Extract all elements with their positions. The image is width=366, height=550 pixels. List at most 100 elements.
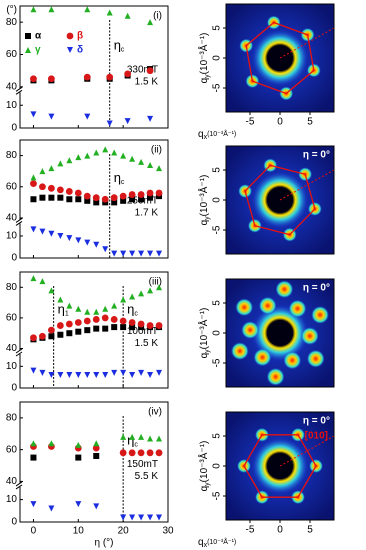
- axis-break: [15, 86, 23, 95]
- marker: [75, 196, 82, 203]
- marker: [84, 327, 91, 334]
- marker: [147, 194, 154, 201]
- marker: [146, 189, 154, 197]
- marker: [56, 322, 64, 329]
- marker: [39, 332, 46, 340]
- y-tick-label: -5: [212, 491, 223, 500]
- marker: [129, 155, 136, 162]
- x-tick-label: -5: [246, 525, 255, 536]
- marker: [128, 449, 136, 457]
- y-tick-label: 80: [6, 282, 18, 293]
- marker: [102, 325, 109, 332]
- marker: [147, 372, 154, 379]
- marker: [156, 284, 163, 291]
- marker: [57, 331, 64, 338]
- marker: [129, 324, 136, 331]
- marker: [119, 449, 127, 457]
- marker: [146, 449, 154, 457]
- x-axis-label: η (°): [95, 538, 114, 549]
- marker: [75, 305, 82, 312]
- legend-marker: [25, 33, 31, 39]
- marker: [75, 154, 82, 161]
- marker: [102, 372, 109, 379]
- marker: [39, 194, 46, 201]
- panel-label: (iii): [149, 277, 162, 288]
- marker: [146, 67, 154, 75]
- marker: [156, 435, 163, 442]
- marker: [156, 514, 163, 521]
- axis-break-gap: [18, 219, 23, 224]
- bragg-spot: [241, 321, 260, 340]
- marker: [57, 194, 64, 201]
- marker: [147, 514, 154, 521]
- transition-subscript: c: [121, 179, 125, 186]
- marker: [30, 454, 37, 461]
- marker: [102, 305, 109, 312]
- transition-symbol: η: [127, 433, 134, 448]
- marker: [39, 168, 46, 175]
- marker: [106, 73, 114, 81]
- y-tick-label: 40: [6, 343, 18, 354]
- unit-cell: [243, 434, 317, 498]
- bragg-spot: [300, 326, 319, 345]
- marker: [65, 320, 73, 328]
- marker: [93, 325, 100, 332]
- marker: [48, 194, 55, 201]
- marker: [129, 293, 136, 300]
- bragg-spot: [283, 351, 302, 370]
- marker: [111, 324, 118, 331]
- marker: [48, 287, 55, 294]
- marker: [138, 514, 145, 521]
- map-title: η = 0°: [303, 150, 330, 161]
- q-axis-label: qy(10⁻³Å⁻¹): [197, 33, 211, 84]
- map-title: η = 0°: [303, 416, 330, 427]
- marker: [75, 328, 82, 335]
- marker: [39, 278, 46, 285]
- marker: [92, 316, 100, 323]
- q-axis-label: qy(10⁻³Å⁻¹): [197, 308, 211, 359]
- marker: [84, 197, 91, 204]
- marker: [111, 250, 118, 257]
- marker: [124, 118, 131, 125]
- marker: [124, 12, 131, 19]
- bragg-spot: [306, 349, 325, 368]
- marker: [93, 440, 100, 447]
- y-tick-label: 5: [212, 167, 223, 173]
- plot-frame: [19, 5, 169, 129]
- q-subscript: x: [204, 134, 208, 141]
- x-tick-label: 0: [277, 525, 283, 536]
- marker: [155, 322, 163, 329]
- marker: [66, 330, 73, 337]
- q-symbol: q: [199, 78, 210, 84]
- marker: [156, 369, 163, 376]
- y-tick-label: 0: [212, 55, 223, 61]
- marker: [48, 440, 55, 447]
- marker: [83, 73, 91, 81]
- y-tick-label: 40: [6, 81, 18, 92]
- marker: [146, 322, 154, 329]
- x-tick-label: -5: [246, 117, 255, 128]
- y-tick-label: 0: [11, 123, 17, 134]
- marker: [48, 230, 55, 237]
- y-tick-label: 40: [6, 213, 18, 224]
- transition-label: ηc: [114, 170, 125, 185]
- marker: [39, 369, 46, 376]
- transition-subscript: 1: [65, 310, 69, 317]
- marker: [147, 115, 154, 122]
- q-unit: (10⁻³Å⁻¹): [197, 175, 210, 217]
- marker: [30, 334, 37, 342]
- marker: [47, 184, 55, 192]
- unit-cell: [244, 164, 316, 236]
- q-unit: (10⁻³Å⁻¹): [197, 441, 210, 483]
- transition-symbol: η: [58, 302, 65, 317]
- marker: [156, 165, 163, 172]
- marker: [48, 165, 55, 172]
- x-tick-label: 0: [31, 526, 37, 537]
- marker: [84, 372, 91, 379]
- marker: [129, 196, 136, 203]
- marker: [74, 189, 82, 197]
- legend-label: δ: [77, 45, 83, 56]
- marker: [110, 316, 118, 323]
- marker: [30, 275, 37, 282]
- transition-label: ηc: [127, 433, 138, 448]
